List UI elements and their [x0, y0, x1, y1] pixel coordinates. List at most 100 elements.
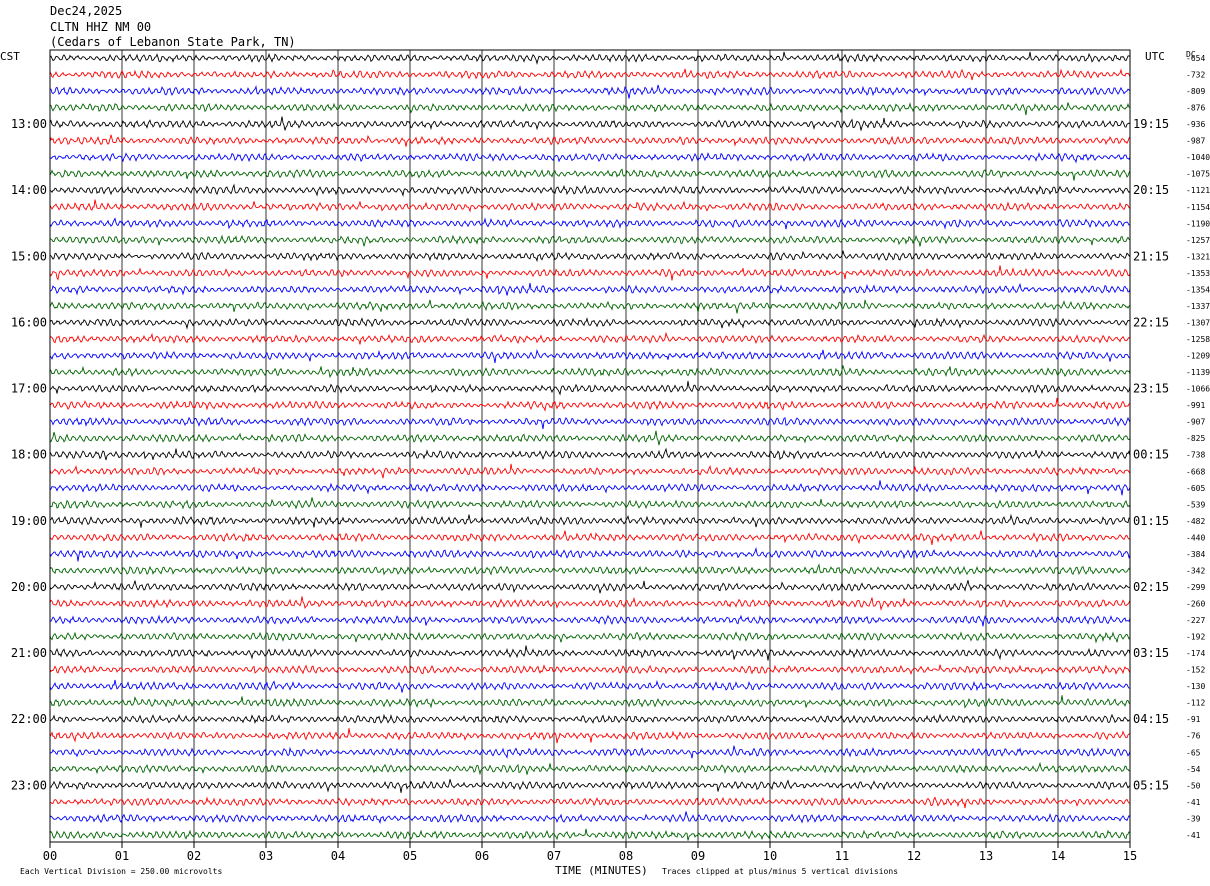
dc-offset-label: -1066	[1186, 385, 1210, 394]
dc-offset-label: -809	[1186, 87, 1205, 96]
seismic-trace-row	[49, 728, 1131, 744]
x-tick-label: 09	[691, 849, 705, 863]
dc-offset-label: -1321	[1186, 252, 1210, 261]
dc-offset-label: -1354	[1186, 285, 1210, 294]
seismic-traces	[49, 51, 1131, 841]
cst-hour-label: 19:00	[11, 514, 47, 528]
x-tick-label: 15	[1123, 849, 1137, 863]
seismic-trace-row	[49, 102, 1131, 116]
x-tick-label: 02	[187, 849, 201, 863]
seismic-trace-row	[49, 282, 1131, 296]
seismic-trace-row	[49, 497, 1131, 510]
utc-hour-label: 19:15	[1133, 117, 1169, 131]
dc-offset-label: -76	[1186, 732, 1201, 741]
dc-offset-label: -907	[1186, 418, 1205, 427]
dc-offset-label: -1121	[1186, 186, 1210, 195]
x-tick-label: 11	[835, 849, 849, 863]
x-tick-label: 03	[259, 849, 273, 863]
x-tick-label: 00	[43, 849, 57, 863]
seismic-trace-row	[49, 530, 1131, 545]
dc-column-label: DC	[1186, 50, 1196, 59]
seismic-trace-row	[49, 596, 1131, 611]
station-label: CLTN HHZ NM 00	[50, 20, 152, 34]
axis-labels: 00 01 02 03 04 05 06 07 08 09 10 11 12 13 14 15 13:00 14:…	[11, 54, 1210, 863]
seismic-trace-row	[49, 779, 1131, 793]
dc-offset-label: -192	[1186, 633, 1205, 642]
cst-hour-label: 20:00	[11, 580, 47, 594]
seismic-trace-row	[49, 480, 1131, 496]
cst-hour-label: 13:00	[11, 117, 47, 131]
seismic-trace-row	[49, 580, 1131, 594]
dc-offset-label: -1075	[1186, 170, 1210, 179]
seismic-trace-row	[49, 713, 1131, 725]
utc-hour-label: 00:15	[1133, 448, 1169, 462]
utc-hour-label: 20:15	[1133, 183, 1169, 197]
x-tick-label: 13	[979, 849, 993, 863]
utc-hour-label: 23:15	[1133, 382, 1169, 396]
plot-frame	[49, 49, 1131, 843]
seismic-trace-row	[49, 299, 1131, 314]
cst-hour-label: 23:00	[11, 778, 47, 792]
utc-hour-label: 22:15	[1133, 315, 1169, 329]
dc-offset-label: -1154	[1186, 203, 1210, 212]
seismic-trace-row	[49, 51, 1131, 65]
dc-offset-label: -130	[1186, 682, 1205, 691]
dc-offset-label: -1190	[1186, 219, 1210, 228]
dc-offset-label: -91	[1186, 715, 1201, 724]
dc-offset-label: -1139	[1186, 368, 1210, 377]
x-axis-title: TIME (MINUTES)	[555, 864, 648, 877]
cst-zone-label: CST	[0, 50, 20, 63]
dc-offset-label: -299	[1186, 583, 1205, 592]
utc-hour-label: 04:15	[1133, 712, 1169, 726]
seismic-trace-row	[49, 463, 1131, 479]
seismic-trace-row	[49, 679, 1130, 693]
seismic-trace-row	[49, 168, 1131, 181]
dc-offset-label: -384	[1186, 550, 1205, 559]
seismic-trace-row	[49, 183, 1131, 198]
cst-hour-label: 22:00	[11, 712, 47, 726]
cst-hour-label: 21:00	[11, 646, 47, 660]
x-tick-label: 14	[1051, 849, 1065, 863]
cst-hour-label: 14:00	[11, 183, 47, 197]
x-tick-label: 05	[403, 849, 417, 863]
dc-offset-label: -1257	[1186, 236, 1210, 245]
clip-note: Traces clipped at plus/minus 5 vertical …	[662, 867, 898, 876]
dc-offset-label: -152	[1186, 666, 1205, 675]
dc-offset-label: -260	[1186, 599, 1205, 608]
dc-offset-label: -1209	[1186, 352, 1210, 361]
seismic-trace-row	[49, 614, 1131, 627]
seismic-trace-row	[49, 84, 1131, 99]
dc-offset-label: -991	[1186, 401, 1205, 410]
dc-offset-label: -1307	[1186, 318, 1210, 327]
dc-offset-label: -65	[1186, 748, 1201, 757]
seismic-trace-row	[49, 695, 1131, 709]
dc-offset-label: -1258	[1186, 335, 1210, 344]
seismic-trace-row	[49, 234, 1131, 247]
dc-offset-label: -174	[1186, 649, 1205, 658]
x-tick-label: 06	[475, 849, 489, 863]
dc-offset-label: -738	[1186, 451, 1205, 460]
seismic-trace-row	[49, 265, 1131, 281]
seismic-trace-row	[49, 447, 1131, 461]
seismic-trace-row	[49, 416, 1131, 430]
cst-hour-label: 17:00	[11, 382, 47, 396]
seismic-trace-row	[49, 250, 1131, 263]
seismic-trace-row	[49, 134, 1131, 147]
seismic-trace-row	[49, 365, 1131, 379]
date-label: Dec24,2025	[50, 4, 123, 18]
dc-offset-label: -482	[1186, 517, 1205, 526]
utc-hour-label: 02:15	[1133, 580, 1169, 594]
dc-offset-label: -440	[1186, 533, 1205, 542]
time-grid	[121, 50, 1059, 842]
seismic-trace-row	[49, 761, 1131, 776]
utc-hour-label: 21:15	[1133, 249, 1169, 263]
dc-offset-label: -112	[1186, 699, 1205, 708]
seismic-trace-row	[49, 397, 1131, 412]
seismic-trace-row	[49, 563, 1131, 576]
dc-offset-label: -227	[1186, 616, 1205, 625]
dc-offset-label: -41	[1186, 798, 1201, 807]
cst-hour-label: 15:00	[11, 249, 47, 263]
x-tick-label: 12	[907, 849, 921, 863]
x-tick-label: 01	[115, 849, 129, 863]
